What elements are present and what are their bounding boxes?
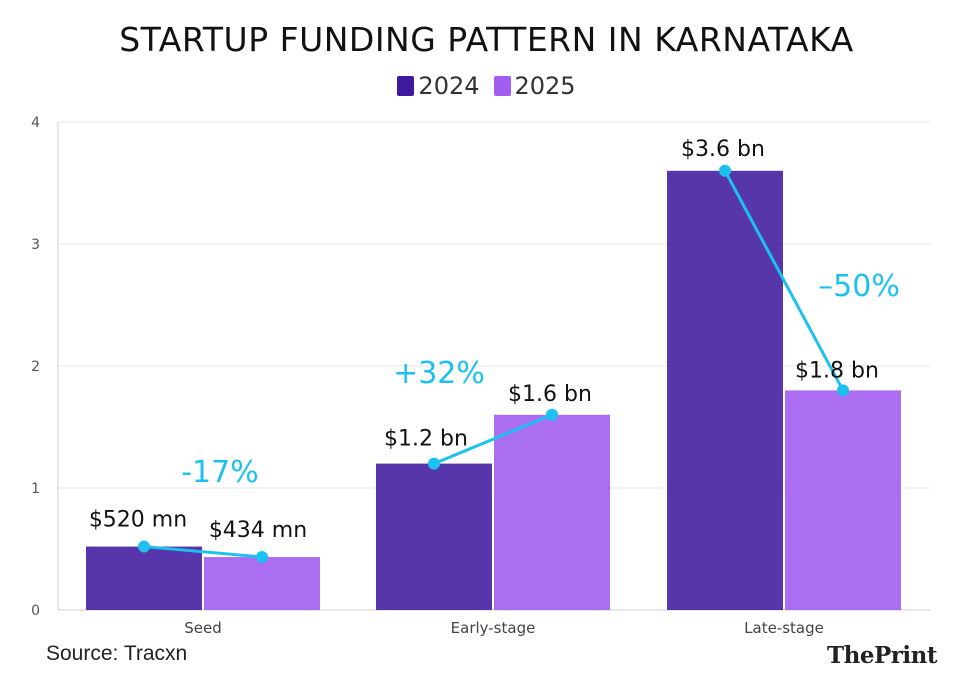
x-tick-label: Seed <box>184 619 222 637</box>
data-label: $434 mn <box>209 518 307 543</box>
data-label: $1.6 bn <box>508 382 592 407</box>
logo-part-print: Print <box>874 642 938 669</box>
legend: 2024 2025 <box>0 72 973 100</box>
bar-early-stage-2025 <box>494 414 610 610</box>
y-tick-label: 0 <box>31 603 40 619</box>
legend-swatch-2024 <box>397 76 415 96</box>
y-tick-label: 4 <box>31 115 40 131</box>
y-tick-label: 2 <box>31 359 40 375</box>
y-tick-label: 1 <box>31 481 40 497</box>
theprint-logo: ThePrint <box>827 642 937 669</box>
data-label: $1.8 bn <box>795 358 879 383</box>
data-label: $1.2 bn <box>384 427 468 452</box>
percent-change-label: -17% <box>181 455 259 490</box>
change-connector-dot <box>256 551 268 564</box>
legend-item-2024: 2024 <box>397 72 480 100</box>
legend-swatch-2025 <box>493 76 511 96</box>
change-connector-dot <box>719 164 731 177</box>
legend-item-2025: 2025 <box>493 72 576 100</box>
y-tick-label: 3 <box>31 237 40 253</box>
logo-part-the: The <box>827 642 874 669</box>
change-connector-dot <box>837 384 849 397</box>
percent-change-label: +32% <box>393 356 485 391</box>
change-connector-line <box>723 170 845 392</box>
change-connector-dot <box>428 457 440 470</box>
x-tick-label: Late-stage <box>744 619 824 637</box>
bar-seed-2025 <box>204 557 320 610</box>
change-connector-line <box>433 413 553 465</box>
bar-late-stage-2024 <box>667 170 783 611</box>
bar-early-stage-2024 <box>376 463 492 610</box>
bar-late-stage-2025 <box>785 390 901 610</box>
change-connector-line <box>143 545 263 559</box>
data-label: $520 mn <box>89 508 187 533</box>
source-note: Source: Tracxn <box>46 642 188 665</box>
change-connector-dot <box>546 408 558 421</box>
change-connector-dot <box>138 540 150 553</box>
data-label: $3.6 bn <box>681 137 765 162</box>
chart-title: STARTUP FUNDING PATTERN IN KARNATAKA <box>119 20 854 59</box>
bar-seed-2024 <box>86 546 202 610</box>
legend-label-2025: 2025 <box>514 72 576 100</box>
percent-change-label: –50% <box>818 269 900 304</box>
legend-label-2024: 2024 <box>418 72 480 100</box>
x-tick-label: Early-stage <box>451 619 536 637</box>
